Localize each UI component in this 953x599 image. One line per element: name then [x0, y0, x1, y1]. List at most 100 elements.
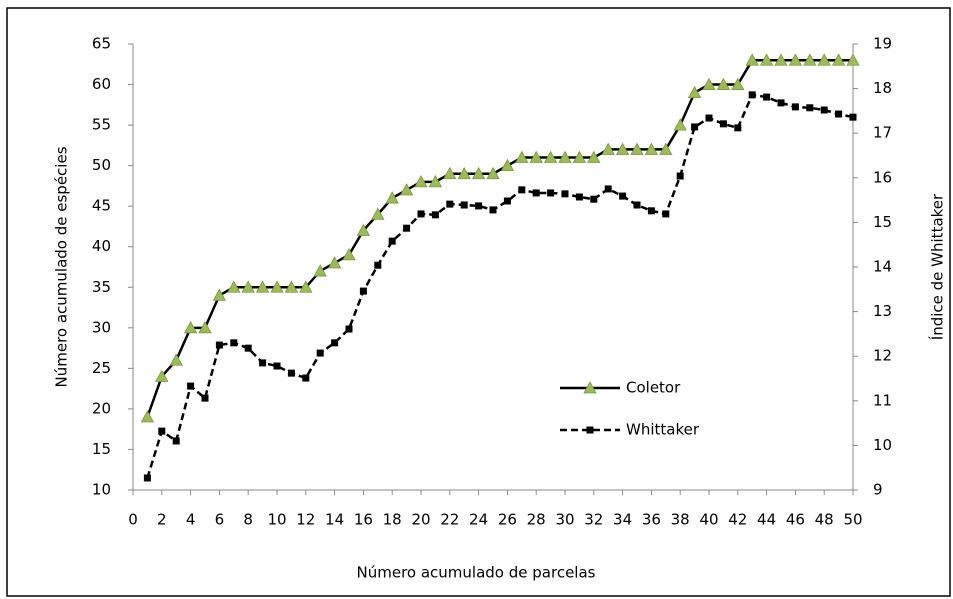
- data-point: [446, 200, 454, 208]
- data-point: [673, 118, 687, 131]
- data-point: [803, 53, 817, 66]
- x-tick-label: 8: [243, 511, 253, 529]
- data-point: [255, 280, 270, 293]
- data-point: [529, 150, 543, 163]
- x-tick-label: 38: [671, 511, 690, 529]
- legend-label: Whittaker: [626, 421, 700, 439]
- data-point: [414, 175, 428, 188]
- x-tick-label: 46: [786, 511, 805, 529]
- data-point: [431, 211, 439, 219]
- data-point: [313, 264, 327, 277]
- x-axis-title: Número acumulado de parcelas: [357, 564, 596, 582]
- data-point: [615, 142, 630, 155]
- data-point: [417, 210, 425, 218]
- data-point: [302, 374, 310, 382]
- x-tick-label: 28: [527, 511, 546, 529]
- data-point: [601, 142, 615, 155]
- data-point: [489, 206, 497, 214]
- y-tick-label: 40: [92, 237, 111, 255]
- y2-tick-label: 12: [873, 347, 892, 365]
- data-point: [460, 201, 468, 209]
- y-axis-title: Número acumulado de espécies: [53, 146, 71, 387]
- data-point: [475, 202, 483, 210]
- data-point: [215, 341, 223, 349]
- data-point: [359, 287, 367, 295]
- y-tick-label: 65: [92, 35, 111, 53]
- data-point: [299, 280, 313, 293]
- data-point: [187, 382, 195, 390]
- data-point: [748, 91, 756, 99]
- data-point: [558, 150, 572, 163]
- x-tick-label: 26: [498, 511, 517, 529]
- data-point: [630, 142, 644, 155]
- data-point: [270, 280, 284, 293]
- data-point: [371, 207, 385, 220]
- data-point: [662, 210, 670, 218]
- y2-tick-label: 19: [873, 35, 892, 53]
- x-tick-label: 30: [555, 511, 574, 529]
- data-point: [734, 124, 742, 132]
- x-tick-label: 4: [186, 511, 196, 529]
- data-point: [543, 150, 558, 163]
- data-point: [241, 280, 255, 293]
- data-point: [227, 280, 241, 293]
- x-tick-label: 0: [128, 511, 138, 529]
- data-point: [820, 106, 828, 114]
- data-point: [518, 186, 526, 194]
- data-point: [198, 320, 212, 334]
- data-point: [201, 394, 209, 402]
- x-tick-label: 14: [325, 511, 344, 529]
- x-tick-label: 44: [757, 511, 776, 529]
- y-tick-label: 50: [92, 156, 111, 174]
- data-point: [503, 197, 511, 205]
- y2-tick-label: 16: [873, 168, 892, 186]
- data-point: [719, 120, 727, 128]
- data-point: [647, 207, 655, 215]
- x-tick-label: 50: [843, 511, 862, 529]
- data-point: [633, 201, 641, 209]
- y-tick-label: 45: [92, 197, 111, 215]
- data-point: [385, 191, 399, 204]
- y2-tick-label: 11: [873, 391, 892, 409]
- data-point: [443, 166, 457, 180]
- x-tick-label: 34: [613, 511, 632, 529]
- y-tick-label: 60: [92, 75, 111, 93]
- legend-marker: [586, 426, 594, 434]
- data-point: [575, 193, 583, 201]
- y2-tick-label: 15: [873, 213, 892, 231]
- data-point: [547, 189, 555, 197]
- data-point: [244, 344, 252, 352]
- x-tick-label: 36: [642, 511, 661, 529]
- x-tick-label: 16: [354, 511, 373, 529]
- y-tick-label: 20: [92, 399, 111, 417]
- data-point: [604, 185, 612, 193]
- data-point: [287, 369, 295, 377]
- data-point: [561, 190, 569, 198]
- data-point: [316, 349, 324, 357]
- data-point: [273, 362, 281, 370]
- x-tick-label: 32: [584, 511, 603, 529]
- data-point: [831, 53, 846, 66]
- data-point: [374, 261, 382, 269]
- y-tick-label: 25: [92, 359, 111, 377]
- data-point: [342, 248, 356, 261]
- data-point: [486, 166, 500, 180]
- data-point: [345, 325, 353, 333]
- data-point: [327, 256, 342, 269]
- data-point: [587, 150, 601, 163]
- y2-axis-title: Índice de Whittaker: [928, 193, 947, 340]
- data-point: [745, 53, 759, 66]
- data-point: [846, 53, 860, 66]
- data-point: [777, 99, 785, 107]
- data-point: [691, 123, 699, 131]
- legend-marker: [583, 381, 597, 394]
- y-tick-label: 35: [92, 278, 111, 296]
- data-point: [806, 104, 814, 112]
- data-point: [172, 437, 180, 445]
- data-point: [791, 103, 799, 111]
- data-point: [155, 369, 169, 382]
- x-tick-label: 42: [728, 511, 747, 529]
- data-point: [835, 110, 843, 118]
- data-point: [284, 280, 299, 293]
